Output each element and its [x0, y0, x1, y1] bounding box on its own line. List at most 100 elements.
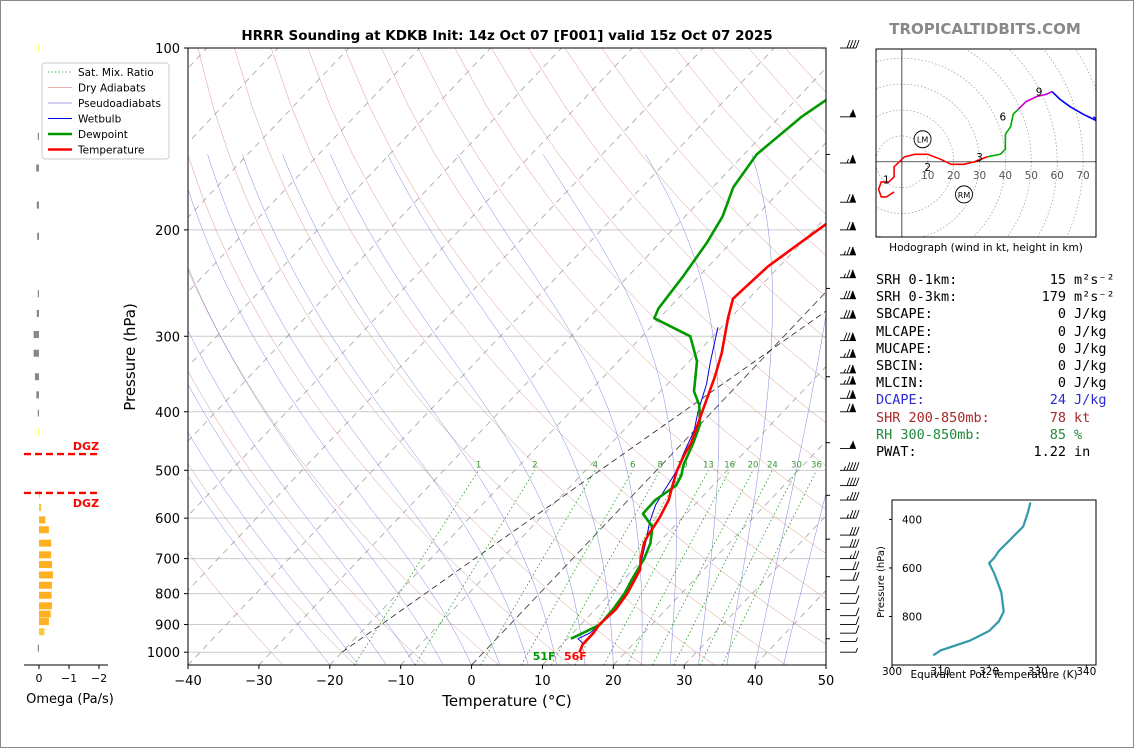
index-unit: J/kg [1074, 323, 1107, 340]
y-tick-label: 500 [155, 464, 180, 479]
dry-adiabat [491, 48, 826, 424]
x-tick-label: −30 [245, 674, 272, 689]
isotherm [188, 48, 775, 665]
hodograph-ring-label: 60 [1050, 170, 1063, 182]
parcel-line [341, 310, 826, 653]
isotherm [188, 48, 421, 293]
index-row: MUCAPE: 0 J/kg [876, 341, 1115, 358]
omega-bar [37, 644, 39, 652]
x-tick-label: 50 [818, 674, 835, 689]
wind-barb [840, 440, 856, 449]
mixing-ratio-label: 20 [748, 460, 759, 470]
theta-e-panel: Equivalent Pot. Temperature (K) Pressure… [876, 499, 1097, 681]
hodograph-trace [877, 153, 988, 198]
wind-barb [840, 462, 860, 471]
wind-barb [840, 526, 860, 536]
wind-barb [840, 477, 860, 487]
index-value: 24 [1049, 392, 1066, 409]
index-row: SBCIN: 0 J/kg [876, 358, 1115, 375]
hodograph-height-label: 6 [999, 112, 1006, 124]
index-label: SBCIN: [876, 358, 925, 375]
pseudoadiabat [645, 154, 720, 665]
x-tick-label: 20 [605, 674, 622, 689]
wind-barb [840, 108, 856, 118]
index-value: 1.22 [1033, 444, 1066, 461]
mixing-ratio-line [652, 470, 754, 665]
sounding-indices: SRH 0-1km: 15 m²s⁻² SRH 0-3km: 179 m²s⁻² SBCAP… [876, 272, 1115, 461]
theta-e-x-tick-label: 300 [882, 666, 902, 678]
omega-bar [39, 516, 46, 524]
index-value: 15 [1049, 272, 1066, 288]
mixing-ratio-line [521, 470, 634, 665]
y-tick-label: 900 [155, 619, 180, 634]
y-tick-label: 100 [155, 42, 180, 57]
wind-barb [840, 349, 856, 358]
dry-adiabat [564, 48, 826, 339]
omega-bar [36, 391, 39, 399]
wind-barb [840, 364, 856, 374]
y-tick-label: 1000 [147, 646, 180, 661]
wind-barb [840, 154, 856, 164]
mixing-ratio-label: 4 [593, 460, 598, 470]
index-value: 0 [1057, 340, 1066, 357]
wind-barb [840, 310, 856, 319]
omega-bar [34, 373, 39, 381]
hodograph-ring-label: 70 [1076, 170, 1089, 182]
dry-adiabat [197, 48, 643, 665]
index-unit: J/kg [1074, 306, 1107, 323]
legend-label: Wetbulb [78, 114, 122, 126]
index-unit: J/kg [1074, 358, 1107, 375]
omega-bar [37, 132, 39, 140]
skew-t-panel: HRRR Sounding at KDKB Init: 14z Oct 07 [… [41, 28, 860, 710]
index-row: SHR 200-850mb: 78 kt [876, 410, 1115, 427]
wind-barb [840, 39, 860, 49]
mixing-ratio-label: 13 [703, 460, 714, 470]
mixing-ratio-label: 30 [791, 460, 802, 470]
hodograph-ring-label: 40 [999, 170, 1012, 182]
index-row: SRH 0-3km: 179 m²s⁻² [876, 289, 1115, 306]
mixing-ratio-line [353, 470, 479, 665]
dry-adiabat [454, 48, 826, 467]
x-tick-label: 40 [747, 674, 764, 689]
index-row: MLCAPE: 0 J/kg [876, 324, 1115, 341]
sounding-series [570, 98, 826, 653]
pseudoadiabat [207, 154, 501, 665]
omega-tick-label: −1 [61, 672, 77, 685]
dry-adiabat [307, 48, 826, 645]
chart-title: HRRR Sounding at KDKB Init: 14z Oct 07 [… [241, 28, 772, 44]
index-row: SRH 0-1km: 15 m²s⁻² [876, 272, 1115, 289]
mixing-ratio-label: 1 [476, 460, 481, 470]
theta-e-y-axis-label: Pressure (hPa) [876, 546, 887, 618]
skew-t-background-lines [188, 48, 826, 665]
hodograph-trace [987, 108, 1019, 158]
brand-watermark: TROPICALTIDBITS.COM [889, 20, 1081, 38]
omega-bar [39, 628, 45, 636]
wind-barb [840, 561, 860, 571]
wind-barb [840, 648, 858, 653]
y-tick-label: 400 [155, 406, 180, 421]
mixing-ratio-label: 8 [658, 460, 663, 470]
dry-adiabat [234, 48, 715, 665]
wind-barb [840, 550, 860, 560]
mixing-ratio-label: 16 [724, 460, 735, 470]
omega-bar [39, 490, 41, 498]
omega-tick-label: −2 [91, 672, 107, 685]
legend-label: Pseudoadiabats [78, 98, 161, 110]
y-tick-label: 800 [155, 588, 180, 603]
index-unit: % [1074, 426, 1083, 443]
y-tick-label: 200 [155, 224, 180, 239]
wind-barb [840, 595, 860, 604]
index-label: PWAT: [876, 444, 917, 461]
wind-barb [840, 624, 860, 634]
x-tick-label: 30 [676, 674, 693, 689]
wind-barb [840, 269, 856, 279]
theta-e-x-tick-label: 320 [979, 666, 999, 678]
omega-bar [33, 331, 39, 339]
index-label: SRH 0-1km: [876, 272, 958, 288]
omega-bar [39, 526, 49, 534]
index-label: MLCIN: [876, 375, 925, 392]
index-label: DCAPE: [876, 392, 925, 409]
dry-adiabat [270, 48, 787, 665]
pseudoadiabat [188, 188, 472, 665]
index-unit: in [1074, 444, 1091, 461]
